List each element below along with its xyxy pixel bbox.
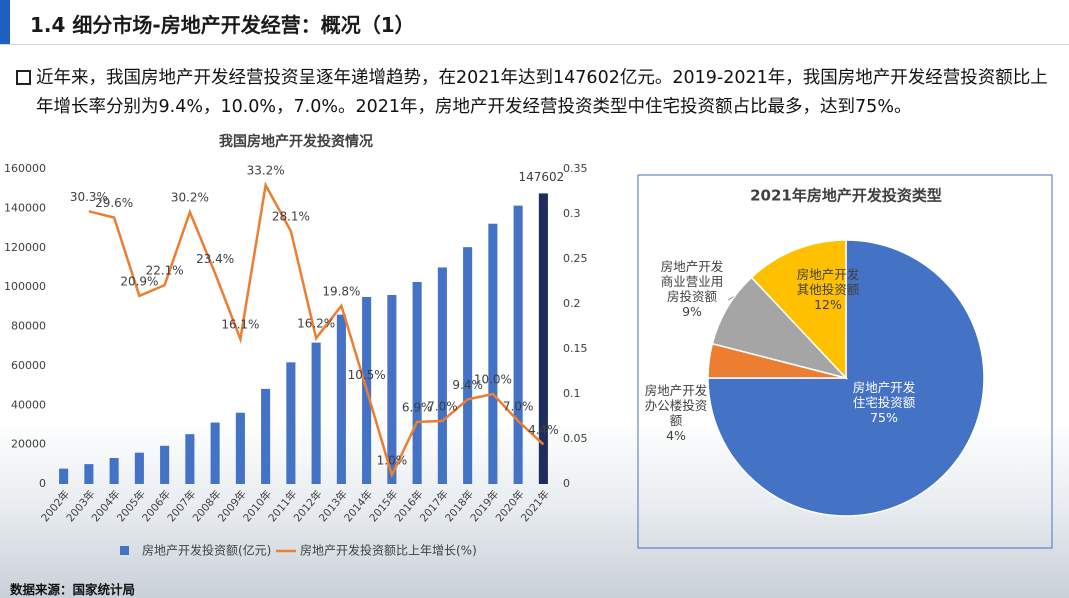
bar [437,267,447,484]
line-value-label: 30.2% [171,191,209,205]
pie-value-label: 9% [682,304,702,319]
chart-title: 2021年房地产开发投资类型 [750,187,942,205]
pie-label: 房地产开发其他投资额 [796,267,860,297]
legend-label: 房地产开发投资额比上年增长(%) [300,543,477,558]
bar [311,342,321,484]
bar [84,464,94,484]
line-value-label: 7.0% [503,400,534,414]
line-value-label: 19.8% [322,284,360,298]
line-value-label: 30.3% [70,190,108,204]
bar [59,468,69,484]
legend-label: 房地产开发投资额(亿元) [142,543,271,558]
bar [160,445,170,484]
pie-value-label: 75% [870,410,898,425]
line-value-label: 16.2% [297,317,335,331]
y-tick-label: 40000 [11,398,46,411]
line-value-label: 28.1% [272,210,310,224]
bar [134,452,144,484]
line-value-label: 29.6% [95,196,133,210]
line-value-label: 23.4% [196,252,234,266]
pie-slice [707,239,985,517]
line-value-label: 7.0% [427,400,458,414]
bullet-text: 近年来，我国房地产开发经营投资呈逐年递增趋势，在2021年达到147602亿元。… [36,68,1048,117]
bar-value-label: 147602 [518,170,564,184]
bar [538,193,548,484]
y2-tick-label: 0.05 [563,432,588,445]
pie-value-label: 4% [666,428,686,443]
y2-tick-label: 0.25 [563,252,588,265]
bar [513,205,523,484]
bar [488,223,498,484]
y2-tick-label: 0.15 [563,342,588,355]
y2-tick-label: 0.3 [563,207,581,220]
line-value-label: 20.9% [120,274,158,288]
chart-title: 我国房地产开发投资情况 [219,133,373,150]
y-tick-label: 100000 [4,280,46,293]
legend-swatch [120,546,129,555]
line-value-label: 22.1% [146,264,184,278]
line-value-label: 6.9% [402,400,433,414]
bar [185,434,195,484]
line-value-label: 4.4% [528,423,559,437]
bar [210,422,220,484]
y2-tick-label: 0 [563,477,570,490]
line-value-label: 9.4% [452,378,483,392]
y2-tick-label: 0.2 [563,297,581,310]
bar [286,362,296,484]
pie-label: 房地产开发商业营业用房投资额 [660,259,724,304]
y-tick-label: 60000 [11,359,46,372]
y-tick-label: 120000 [4,241,46,254]
bar [387,295,397,484]
bullet-icon [16,70,31,85]
y-tick-label: 0 [39,477,46,490]
y-tick-label: 20000 [11,438,46,451]
bar [336,314,346,484]
y2-tick-label: 0.1 [563,387,581,400]
bar [412,282,422,484]
line-value-label: 16.1% [221,318,259,332]
y2-tick-label: 0.35 [563,162,588,175]
pie-slice [750,239,847,380]
line-value-label: 1.0% [377,454,408,468]
line-value-label: 10.5% [348,368,386,382]
source: 数据来源：国家统计局 [10,582,136,597]
line-value-label: 33.2% [247,164,285,178]
pie-label: 房地产开发住宅投资额 [852,380,916,410]
y-tick-label: 80000 [11,320,46,333]
bar [463,247,473,484]
title: 1.4 细分市场-房地产开发经营：概况（1） [30,13,415,37]
header-bar [0,0,10,44]
header-rule [0,44,1069,45]
line-value-label: 10.0% [474,373,512,387]
growth-line [88,181,545,479]
y-tick-label: 160000 [4,162,46,175]
bar [235,412,245,484]
bar [261,388,271,484]
pie-value-label: 12% [814,297,842,312]
y-tick-label: 140000 [4,201,46,214]
pie-label: 房地产开发办公楼投资额 [644,383,708,428]
pie-frame [637,174,1053,549]
bar [109,458,119,484]
